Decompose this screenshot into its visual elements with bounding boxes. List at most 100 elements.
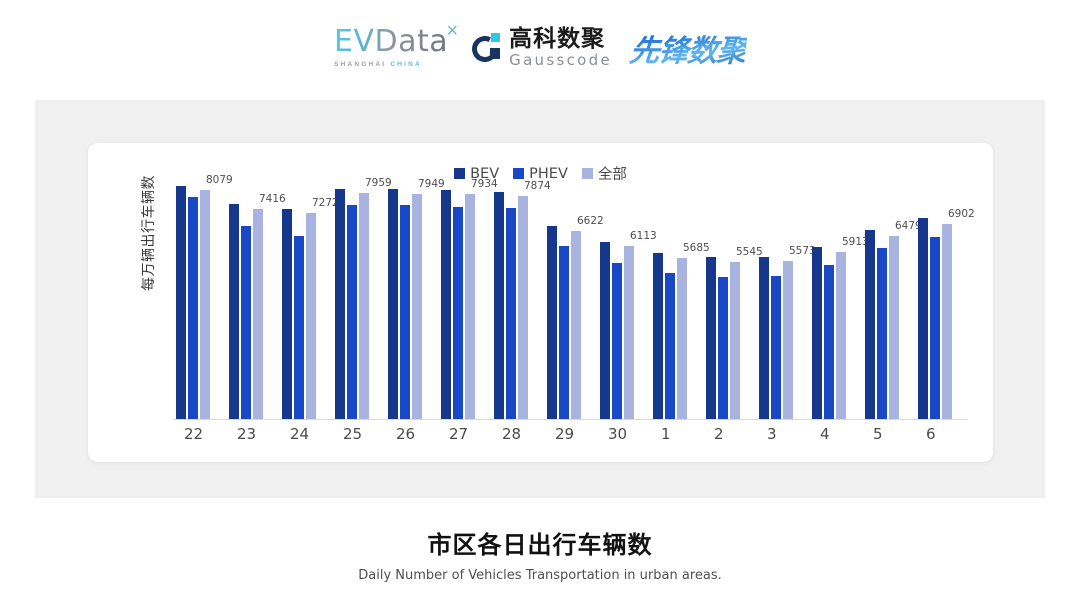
- bar-group: 6479: [862, 178, 922, 420]
- bar-value-label: 8079: [206, 174, 233, 186]
- bar-phev[interactable]: [824, 265, 834, 420]
- bar-bev[interactable]: [282, 208, 292, 420]
- bar-phev[interactable]: [612, 263, 622, 420]
- bar-group: 5685: [650, 178, 710, 420]
- bar-group: 7416: [226, 178, 286, 420]
- bar-phev[interactable]: [877, 248, 887, 420]
- legend-item-phev[interactable]: PHEV: [513, 166, 568, 182]
- bar-group: 5913: [809, 178, 869, 420]
- bar-bev[interactable]: [653, 252, 663, 420]
- bar-全部[interactable]: [783, 261, 793, 420]
- bar-bev[interactable]: [176, 185, 186, 420]
- bar-value-label: 7416: [259, 192, 286, 205]
- bar-bev[interactable]: [441, 189, 451, 420]
- bar-全部[interactable]: [200, 190, 210, 420]
- bar-全部[interactable]: [730, 262, 740, 420]
- bar-全部[interactable]: [624, 245, 634, 420]
- caption-title-cn: 市区各日出行车辆数: [427, 531, 653, 559]
- bar-value-label: 6622: [577, 215, 604, 228]
- bar-phev[interactable]: [930, 237, 940, 420]
- bar-group: 7272: [279, 178, 339, 420]
- x-axis-tick-label: 27: [449, 425, 469, 443]
- legend-swatch-icon: [454, 168, 466, 179]
- bar-phev[interactable]: [559, 246, 569, 420]
- x-axis-labels: 22 23 24 25 26 27 28 29 30 1 2 3 4 5 6: [173, 425, 968, 443]
- bar-bev[interactable]: [600, 241, 610, 420]
- bar-全部[interactable]: [836, 251, 846, 420]
- bar-全部[interactable]: [412, 193, 422, 420]
- bar-value-label: 5685: [683, 242, 710, 255]
- bar-phev[interactable]: [506, 207, 516, 420]
- bar-bev[interactable]: [229, 203, 239, 420]
- bar-全部[interactable]: [253, 208, 263, 420]
- x-axis-tick-label: 5: [873, 425, 883, 443]
- bar-全部[interactable]: [359, 193, 369, 420]
- xianfeng-shuju-logo: 先锋数聚: [628, 26, 749, 70]
- bar-全部[interactable]: [942, 223, 952, 420]
- x-axis-tick-label: 25: [343, 425, 363, 443]
- bar-value-label: 6113: [630, 229, 657, 242]
- x-axis-tick-label: 2: [714, 425, 724, 443]
- chart-caption: 市区各日出行车辆数 Daily Number of Vehicles Trans…: [0, 525, 1080, 583]
- x-axis-tick-label: 29: [555, 425, 575, 443]
- bar-全部[interactable]: [465, 194, 475, 420]
- bar-phev[interactable]: [188, 197, 198, 420]
- evdata-logo: EVData × SHANGHAI CHINA: [334, 21, 458, 68]
- bar-group: 8079: [173, 174, 233, 420]
- chart-legend: BEV PHEV 全部: [88, 163, 993, 184]
- bar-phev[interactable]: [241, 225, 251, 420]
- x-axis-tick-label: 28: [502, 425, 522, 443]
- bar-bev[interactable]: [494, 192, 504, 420]
- y-axis-title: 每万辆出行车辆数: [141, 175, 157, 291]
- bar-group: 6622: [544, 178, 604, 420]
- bar-全部[interactable]: [889, 235, 899, 420]
- legend-label: PHEV: [529, 165, 568, 182]
- bar-bev[interactable]: [918, 218, 928, 420]
- bar-value-label: 7272: [312, 196, 339, 209]
- bar-phev[interactable]: [347, 204, 357, 420]
- legend-item-bev[interactable]: BEV: [454, 166, 499, 182]
- bar-group: 5545: [703, 178, 763, 420]
- bar-phev[interactable]: [718, 276, 728, 420]
- bar-bev[interactable]: [812, 246, 822, 420]
- bar-group: 6902: [915, 178, 975, 420]
- bar-group: 7949: [385, 178, 445, 420]
- bar-value-label: 5573: [789, 245, 816, 258]
- bar-value-label: 7959: [365, 177, 392, 190]
- bar-value-label: 7934: [471, 178, 498, 191]
- bar-phev[interactable]: [294, 235, 304, 420]
- logo-bar: EVData × SHANGHAI CHINA 高科数聚 Gausscode 先…: [0, 0, 1080, 95]
- legend-label: BEV: [470, 165, 500, 182]
- x-axis-tick-label: 1: [661, 425, 671, 443]
- bar-group: 7874: [491, 178, 551, 420]
- legend-item-全部[interactable]: 全部: [581, 163, 627, 184]
- bar-bev[interactable]: [335, 188, 345, 420]
- bar-bev[interactable]: [547, 225, 557, 420]
- bar-全部[interactable]: [306, 212, 316, 420]
- x-axis-tick-label: 4: [820, 425, 830, 443]
- legend-swatch-icon: [581, 168, 593, 179]
- gausscode-cyan-square-shape: [491, 32, 501, 42]
- bar-group: 7934: [438, 178, 498, 420]
- bar-bev[interactable]: [388, 189, 398, 420]
- legend-label: 全部: [597, 167, 627, 183]
- bar-bev[interactable]: [706, 257, 716, 420]
- gausscode-name-en: Gausscode: [509, 50, 612, 69]
- bar-全部[interactable]: [518, 195, 528, 420]
- bar-全部[interactable]: [571, 231, 581, 420]
- bar-phev[interactable]: [665, 273, 675, 420]
- bar-全部[interactable]: [677, 258, 687, 420]
- plot-area: 8079 7416 7272 7959 7949 7934 7874 6622 6113 5685…: [173, 174, 975, 420]
- bar-phev[interactable]: [400, 205, 410, 420]
- bar-bev[interactable]: [759, 256, 769, 420]
- bar-groups: 8079 7416 7272 7959 7949 7934 7874 6622 6113 5685…: [173, 174, 975, 420]
- bar-value-label: 6479: [895, 219, 922, 232]
- bar-phev[interactable]: [453, 207, 463, 420]
- evdata-tagline-country: CHINA: [390, 61, 422, 68]
- chart-card: BEV PHEV 全部 每万辆出行车辆数 8079 7416 7272 7959 7949 7…: [88, 143, 993, 462]
- bar-phev[interactable]: [771, 275, 781, 420]
- bar-bev[interactable]: [865, 230, 875, 420]
- bar-value-label: 5913: [842, 235, 869, 248]
- x-axis-tick-label: 30: [608, 425, 628, 443]
- bar-group: 6113: [597, 178, 657, 420]
